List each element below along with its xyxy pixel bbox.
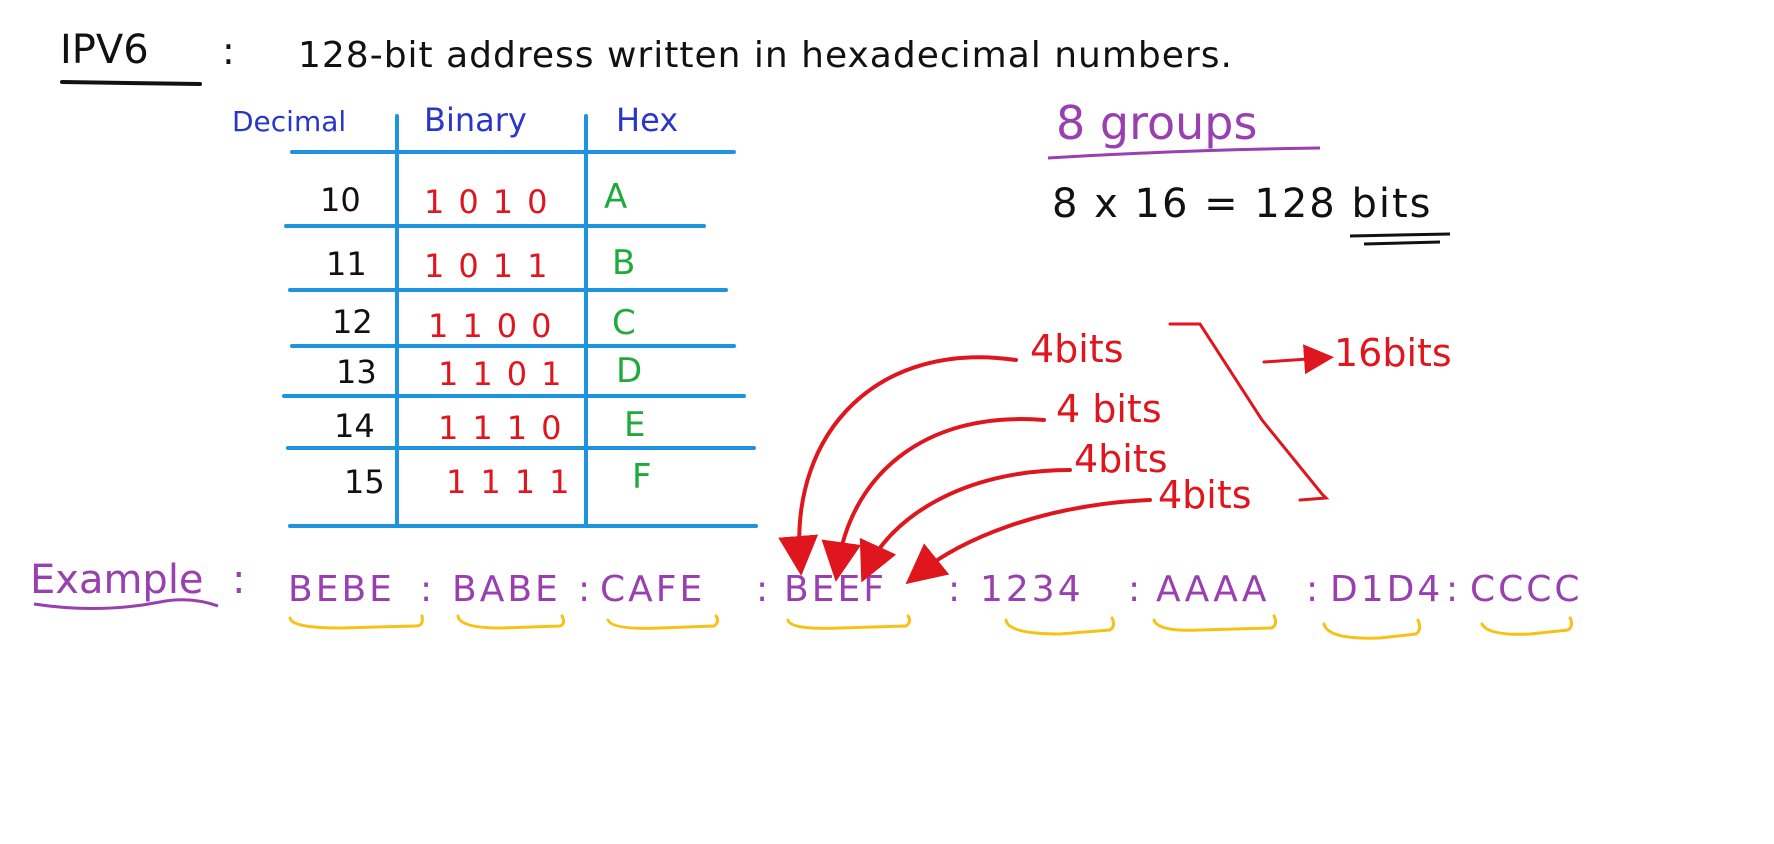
row-hex: C: [612, 303, 636, 343]
row-binary: 1100: [428, 307, 566, 345]
row-decimal: 15: [344, 463, 385, 501]
row-decimal: 11: [326, 245, 367, 283]
row-hex: B: [612, 243, 636, 283]
row-decimal: 13: [336, 353, 377, 391]
example-colon: :: [232, 557, 246, 603]
group-separator: :: [578, 569, 591, 610]
group-separator: :: [1446, 569, 1459, 610]
group-separator: :: [948, 569, 961, 610]
row-decimal: 14: [334, 407, 375, 445]
row-binary: 1111: [446, 463, 584, 501]
address-group: CCCC: [1470, 569, 1583, 610]
row-binary: 1110: [438, 409, 576, 447]
table-grid: [282, 114, 758, 528]
bits-double-underline: [1349, 232, 1451, 238]
row-binary: 1010: [424, 183, 562, 221]
nibble-bits-label: 4bits: [1158, 473, 1252, 517]
example-underline: [33, 598, 219, 611]
title-ipv6: IPV6: [60, 27, 149, 73]
header-binary: Binary: [424, 101, 527, 139]
row-decimal: 10: [320, 181, 361, 219]
title-description: 128-bit address written in hexadecimal n…: [298, 35, 1233, 76]
nibble-arrows: [778, 355, 1152, 585]
title-underline: [60, 80, 202, 86]
group-separator: :: [420, 569, 433, 610]
nibble-bits-label: 4bits: [1030, 327, 1124, 371]
row-hex: F: [632, 457, 652, 497]
address-group: CAFE: [600, 569, 706, 610]
address-group: AAAA: [1156, 569, 1270, 610]
row-hex: E: [624, 405, 646, 445]
group-separator: :: [1128, 569, 1141, 610]
address-group: BABE: [452, 569, 561, 610]
group-total-bits-label: 16bits: [1334, 331, 1452, 375]
group-separator: :: [756, 569, 769, 610]
address-group: D1D4: [1330, 569, 1444, 610]
row-binary: 1011: [424, 247, 562, 285]
address-group: BEBE: [288, 569, 395, 610]
group-underlines: [288, 614, 1574, 640]
bits-equation: 8 x 16 = 128 bits: [1052, 181, 1433, 227]
example-label: Example: [30, 557, 204, 603]
header-decimal: Decimal: [232, 105, 347, 138]
nibble-bits-label: 4bits: [1074, 437, 1168, 481]
groups-underline: [1047, 146, 1321, 160]
nibble-bits-label: 4 bits: [1056, 387, 1162, 431]
bits-double-underline: [1363, 240, 1441, 246]
row-binary: 1101: [438, 355, 576, 393]
bits-brace: [1168, 322, 1334, 502]
address-group: 1234: [980, 569, 1084, 610]
title-colon: :: [222, 29, 235, 73]
groups-label: 8 groups: [1056, 96, 1258, 150]
row-hex: A: [604, 177, 628, 217]
header-hex: Hex: [616, 101, 679, 139]
row-decimal: 12: [332, 303, 373, 341]
group-separator: :: [1306, 569, 1319, 610]
row-hex: D: [616, 351, 643, 391]
